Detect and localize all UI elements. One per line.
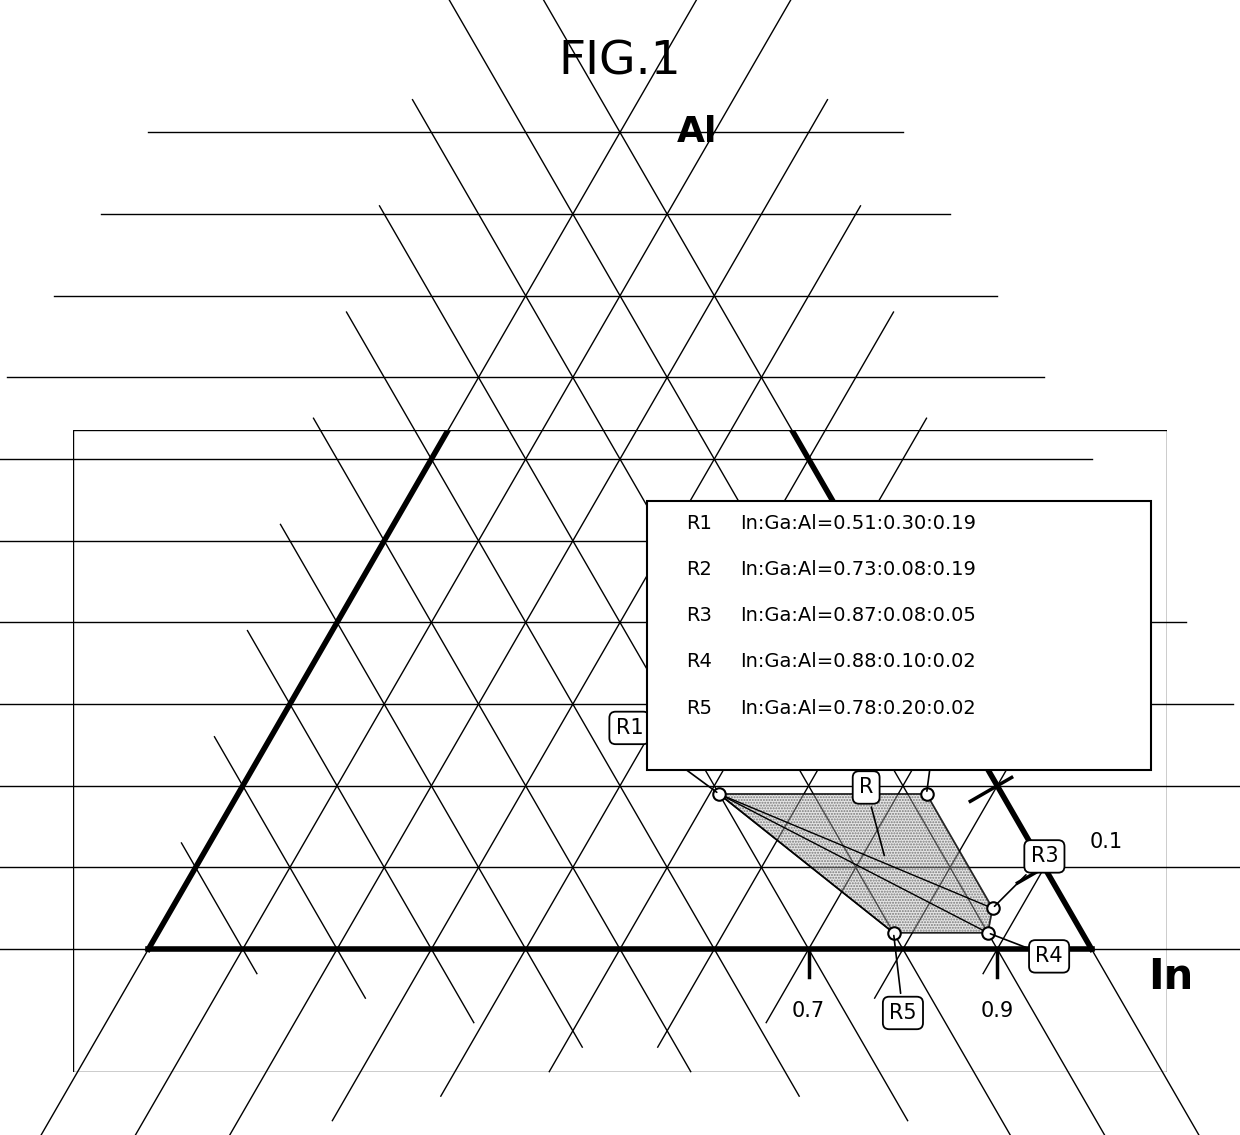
Text: In:Ga:Al=0.88:0.10:0.02: In:Ga:Al=0.88:0.10:0.02 — [740, 653, 976, 672]
Polygon shape — [719, 794, 992, 933]
Text: 0.3: 0.3 — [994, 669, 1028, 688]
Text: R: R — [859, 777, 884, 856]
Text: R1: R1 — [615, 718, 717, 792]
Text: 0.1: 0.1 — [1089, 832, 1122, 851]
FancyBboxPatch shape — [647, 501, 1151, 771]
Text: R5: R5 — [686, 699, 712, 717]
Text: R2: R2 — [686, 560, 712, 579]
Text: In:Ga:Al=0.73:0.08:0.19: In:Ga:Al=0.73:0.08:0.19 — [740, 560, 976, 579]
Text: R3: R3 — [686, 606, 712, 625]
Text: R3: R3 — [994, 847, 1058, 907]
Text: 0.9: 0.9 — [981, 1001, 1014, 1022]
Text: R5: R5 — [889, 935, 916, 1023]
Text: In: In — [1148, 957, 1193, 999]
Text: 0.4: 0.4 — [947, 587, 981, 606]
Text: Al: Al — [677, 116, 717, 150]
Text: R1: R1 — [686, 514, 712, 533]
Text: 0.2: 0.2 — [1042, 750, 1075, 770]
Text: R4: R4 — [991, 934, 1063, 966]
Text: In:Ga:Al=0.87:0.08:0.05: In:Ga:Al=0.87:0.08:0.05 — [740, 606, 976, 625]
Text: FIG.1: FIG.1 — [559, 40, 681, 85]
Text: 0.7: 0.7 — [792, 1001, 825, 1022]
Text: R2: R2 — [923, 713, 950, 791]
Text: In:Ga:Al=0.78:0.20:0.02: In:Ga:Al=0.78:0.20:0.02 — [740, 699, 976, 717]
Text: R4: R4 — [686, 653, 712, 672]
Text: In:Ga:Al=0.51:0.30:0.19: In:Ga:Al=0.51:0.30:0.19 — [740, 514, 976, 533]
